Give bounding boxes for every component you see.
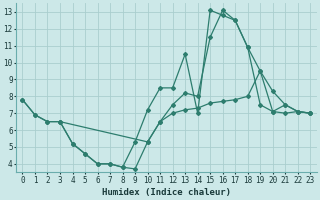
- X-axis label: Humidex (Indice chaleur): Humidex (Indice chaleur): [102, 188, 231, 197]
